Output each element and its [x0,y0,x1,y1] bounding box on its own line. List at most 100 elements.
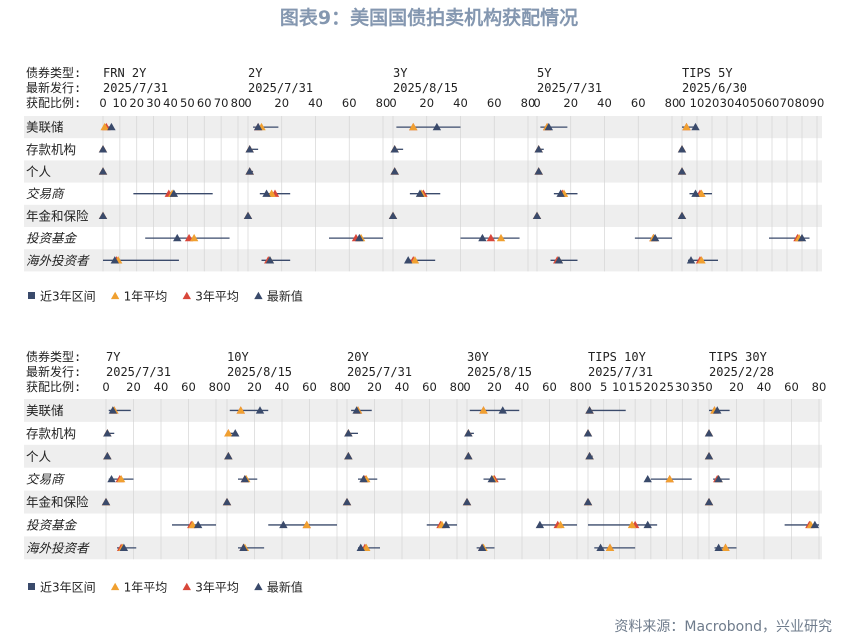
panel-issue-date: 2025/7/31 [347,365,412,379]
avg-1y-marker [605,543,615,551]
row-label-type: 债券类型: [26,349,81,364]
latest-marker [477,543,487,551]
panel-bond-type: 5Y [537,66,552,80]
x-tick-label: 20 [705,96,720,110]
category-label: 投资基金 [26,231,78,246]
x-tick-label: 60 [197,96,212,110]
legend-label: 1年平均 [124,581,168,595]
x-tick-label: 60 [342,96,357,110]
latest-marker [108,406,118,414]
latest-marker [245,145,254,153]
panel-issue-date: 2025/7/31 [248,81,313,95]
latest-marker [224,452,233,460]
avg-1y-marker [496,233,506,242]
latest-marker [415,189,425,197]
latest-marker [98,167,108,175]
avg-1y-marker [665,474,674,483]
avg-1y-marker [697,256,706,264]
x-tick-label: 15 [628,380,643,394]
x-tick-label: 20 [563,96,578,110]
avg-3y-marker [486,233,496,242]
row-label-date: 最新发行: [26,364,81,379]
row-label-ratio: 获配比例: [26,96,81,110]
latest-marker [279,520,288,529]
panel-bond-type: 7Y [106,350,121,364]
x-tick-label: 70 [214,96,229,110]
x-tick-label: 80 [521,96,536,110]
x-tick-label: 40 [597,96,612,110]
x-tick-label: 60 [487,96,502,110]
avg-1y-marker [362,543,371,551]
latest-marker [265,256,275,264]
chart-title: 图表9：美国国债拍卖机构获配情况 [279,7,579,29]
category-label: 海外投资者 [26,540,90,555]
latest-marker [534,167,543,175]
category-label: 美联储 [26,120,64,135]
x-tick-label: 40 [275,380,290,394]
latest-marker [255,406,265,414]
x-tick-label: 0 [102,380,109,394]
x-tick-label: 20 [644,380,659,394]
panel-issue-date: 2025/6/30 [682,81,747,95]
source-note: 资料来源：Macrobond，兴业研究 [614,619,832,635]
row-band [24,204,822,227]
row-band [24,536,822,560]
latest-marker [239,543,248,551]
category-label: 年金和保险 [26,208,89,223]
row-label-ratio: 获配比例: [26,380,81,394]
avg-1y-marker [224,429,233,437]
x-tick-label: 20 [729,380,744,394]
x-tick-label: 30 [675,380,690,394]
latest-marker [240,474,250,483]
panel-issue-date: 2025/8/15 [227,365,292,379]
latest-marker [464,452,473,460]
latest-marker [704,452,714,460]
x-tick-label: 40 [395,380,410,394]
avg-1y-marker [410,256,420,264]
x-tick-label: 25 [659,380,674,394]
legend-label: 1年平均 [124,290,168,304]
latest-marker [403,256,413,264]
x-tick-label: 20 [126,380,141,394]
latest-marker [462,497,472,506]
category-label: 美联储 [26,403,64,418]
x-tick-label: 90 [810,96,825,110]
panel-bond-type: TIPS 10Y [588,350,647,364]
latest-marker [356,543,365,551]
latest-marker [556,189,565,197]
latest-marker [344,452,353,460]
x-tick-label: 30 [146,96,161,110]
latest-marker [797,233,807,242]
legend-swatch [182,291,191,300]
avg-1y-marker [236,406,245,414]
avg-1y-marker [556,520,565,529]
x-tick-label: 0 [244,96,251,110]
x-tick-label: 0 [584,380,591,394]
latest-marker [487,474,496,483]
panel-bond-type: TIPS 30Y [709,350,768,364]
category-label: 投资基金 [26,517,78,532]
category-label: 个人 [26,164,52,179]
panel-issue-date: 2025/7/31 [103,81,168,95]
panel-issue-date: 2025/7/31 [537,81,602,95]
x-tick-label: 20 [367,380,382,394]
latest-marker [650,233,660,242]
legend-label: 近3年区间 [40,290,96,304]
x-tick-label: 0 [99,96,106,110]
panel-bond-type: 2Y [248,66,263,80]
avg-1y-marker [682,122,691,131]
panel-bond-type: 10Y [227,350,249,364]
latest-marker [585,452,594,460]
panel-bond-type: 30Y [467,350,489,364]
latest-marker [714,543,723,551]
category-label: 年金和保险 [26,495,89,510]
panel-issue-date: 2025/2/28 [709,365,774,379]
latest-marker [464,429,473,437]
latest-marker [390,167,399,175]
row-band [24,160,822,183]
avg-1y-marker [479,406,488,414]
x-tick-label: 20 [274,96,289,110]
latest-marker [714,474,723,483]
panel-bond-type: FRN 2Y [103,66,147,80]
x-tick-label: 60 [542,380,557,394]
